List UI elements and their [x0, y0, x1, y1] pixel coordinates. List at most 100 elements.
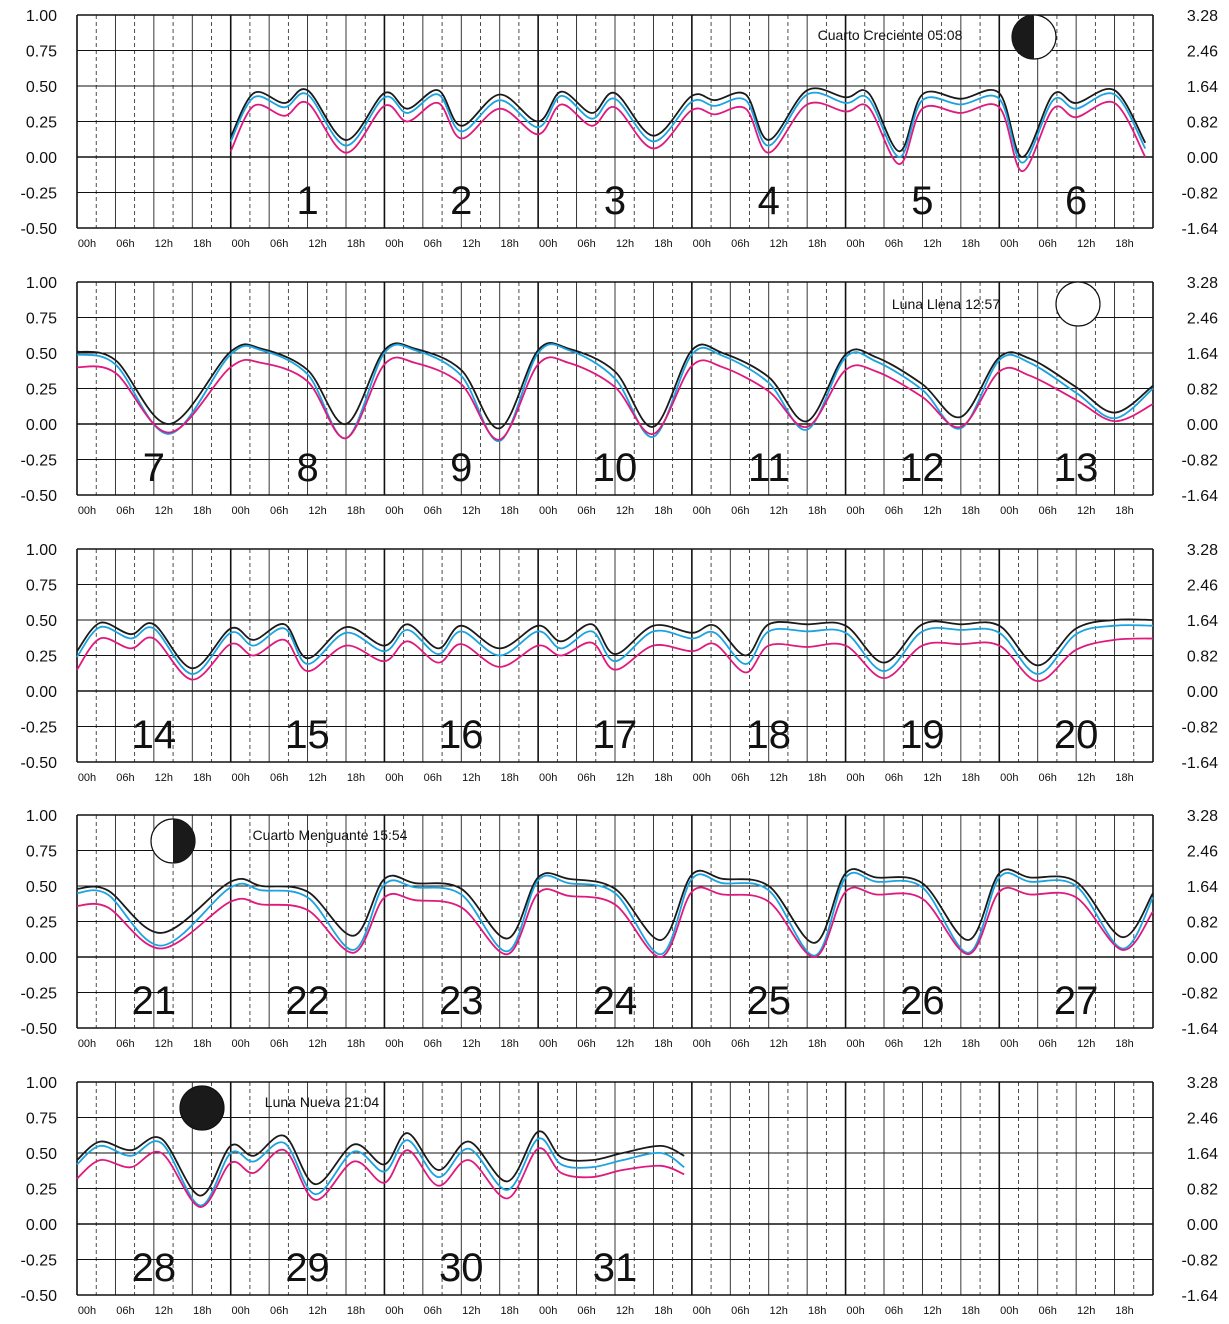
tide-series-black [76, 1130, 685, 1197]
day-number: 9 [450, 446, 472, 490]
left-axis-tick-label: 0.75 [26, 1111, 57, 1128]
day-number: 16 [439, 713, 484, 757]
day-number: 13 [1054, 446, 1099, 490]
hour-tick-label: 06h [1039, 238, 1057, 250]
right-axis-tick-label: 0.82 [1187, 649, 1218, 666]
left-axis-tick-label: 0.50 [26, 879, 57, 896]
day-number: 19 [900, 713, 945, 757]
hour-tick-label: 06h [1039, 505, 1057, 517]
hour-tick-label: 06h [577, 238, 595, 250]
hour-tick-label: 00h [539, 1038, 557, 1050]
left-axis-tick-label: 0.25 [26, 649, 57, 666]
hour-tick-label: 06h [424, 238, 442, 250]
hour-tick-label: 00h [693, 238, 711, 250]
moon-phase-label: Cuarto Creciente 05:08 [818, 27, 963, 43]
day-number: 26 [900, 979, 945, 1023]
hour-tick-label: 06h [116, 1305, 134, 1317]
hour-tick-label: 12h [923, 1305, 941, 1317]
left-axis-tick-label: 0.25 [26, 915, 57, 932]
day-number: 23 [439, 979, 484, 1023]
hour-tick-label: 12h [155, 772, 173, 784]
right-axis-tick-label: -0.82 [1182, 986, 1219, 1003]
hour-tick-label: 18h [808, 772, 826, 784]
right-axis-tick-label: 0.82 [1187, 382, 1218, 399]
left-axis-tick-label: 0.75 [26, 311, 57, 328]
tide-series-magenta [76, 636, 1154, 683]
hour-tick-label: 06h [577, 1305, 595, 1317]
tide-series-magenta [76, 886, 1154, 958]
right-axis-tick-label: 3.28 [1187, 808, 1218, 825]
hour-tick-label: 00h [539, 238, 557, 250]
left-axis-tick-label: 0.00 [26, 1217, 57, 1234]
left-axis-tick-label: -0.50 [21, 221, 58, 238]
hour-tick-label: 18h [808, 1305, 826, 1317]
hour-tick-label: 18h [501, 1305, 519, 1317]
right-axis-tick-label: 1.64 [1187, 879, 1218, 896]
tide-series-black [76, 618, 1154, 670]
hour-tick-label: 06h [885, 1038, 903, 1050]
day-number: 18 [746, 713, 791, 757]
hour-tick-label: 00h [385, 1038, 403, 1050]
hour-tick-label: 06h [424, 1038, 442, 1050]
hour-tick-label: 00h [846, 238, 864, 250]
hour-tick-label: 12h [155, 1305, 173, 1317]
tide-series-black [229, 87, 1147, 158]
left-axis-tick-label: 0.00 [26, 950, 57, 967]
left-axis-tick-label: 0.25 [26, 115, 57, 132]
left-axis-tick-label: 0.75 [26, 844, 57, 861]
hour-tick-label: 18h [347, 1305, 365, 1317]
day-number: 20 [1054, 713, 1099, 757]
right-axis-tick-label: 0.82 [1187, 115, 1218, 132]
hour-tick-label: 00h [693, 772, 711, 784]
hour-tick-label: 18h [1115, 1038, 1133, 1050]
hour-tick-label: 18h [193, 772, 211, 784]
hour-tick-label: 12h [462, 505, 480, 517]
left-axis-tick-label: 1.00 [26, 542, 57, 559]
right-axis-tick-label: -1.64 [1182, 221, 1219, 238]
day-number: 2 [450, 179, 472, 223]
hour-tick-label: 12h [308, 772, 326, 784]
hour-tick-label: 06h [1039, 1305, 1057, 1317]
tide-series-magenta [76, 1147, 685, 1208]
hour-tick-label: 06h [577, 772, 595, 784]
day-number: 22 [285, 979, 330, 1023]
right-axis-tick-label: -0.82 [1182, 453, 1219, 470]
hour-tick-label: 06h [577, 1038, 595, 1050]
hour-tick-label: 12h [308, 505, 326, 517]
hour-tick-label: 12h [770, 1038, 788, 1050]
hour-tick-label: 00h [232, 238, 250, 250]
hour-tick-label: 00h [78, 1305, 96, 1317]
left-axis-tick-label: 0.00 [26, 684, 57, 701]
tide-series-blue [76, 624, 1154, 675]
moon-phase-label: Luna Llena 12:57 [892, 296, 1000, 312]
hour-tick-label: 12h [616, 1305, 634, 1317]
left-axis-tick-label: 1.00 [26, 275, 57, 292]
hour-tick-label: 12h [462, 1038, 480, 1050]
hour-tick-label: 12h [308, 238, 326, 250]
hour-tick-label: 06h [424, 772, 442, 784]
right-axis-tick-label: 2.46 [1187, 844, 1218, 861]
hour-tick-label: 00h [1000, 772, 1018, 784]
hour-tick-label: 06h [270, 772, 288, 784]
day-number: 1 [296, 179, 318, 223]
tide-series-black [76, 868, 1154, 944]
hour-tick-label: 00h [1000, 1305, 1018, 1317]
day-number: 5 [911, 179, 933, 223]
hour-tick-label: 06h [731, 1305, 749, 1317]
hour-tick-label: 00h [232, 1305, 250, 1317]
right-axis-tick-label: -1.64 [1182, 488, 1219, 505]
hour-tick-label: 00h [539, 1305, 557, 1317]
right-axis-tick-label: 0.00 [1187, 684, 1218, 701]
right-axis-tick-label: 1.64 [1187, 346, 1218, 363]
hour-tick-label: 18h [808, 505, 826, 517]
left-axis-tick-label: -0.50 [21, 755, 58, 772]
hour-tick-label: 00h [846, 505, 864, 517]
hour-tick-label: 00h [1000, 1038, 1018, 1050]
hour-tick-label: 18h [962, 1305, 980, 1317]
hour-tick-label: 12h [308, 1038, 326, 1050]
hour-tick-label: 18h [654, 1305, 672, 1317]
hour-tick-label: 12h [616, 772, 634, 784]
hour-tick-label: 00h [539, 772, 557, 784]
tide-series-blue [76, 871, 1154, 957]
